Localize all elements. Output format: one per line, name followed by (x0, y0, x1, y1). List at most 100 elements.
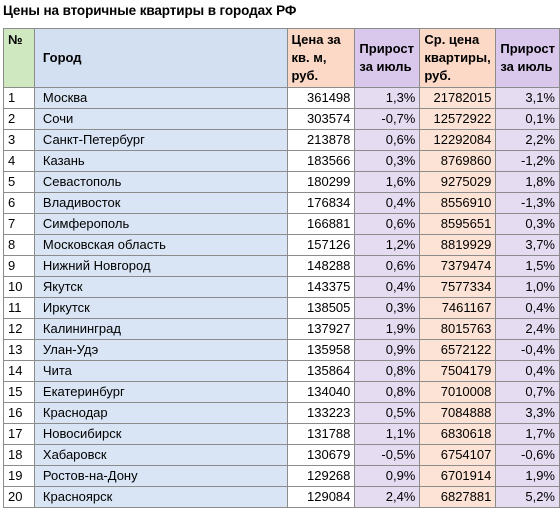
row-number: 15 (3, 381, 35, 403)
avg-price-cell: 12292084 (419, 129, 497, 151)
price-growth-cell: 2,4% (354, 486, 421, 508)
city-cell: Москва (33, 87, 288, 109)
price-per-sqm-cell: 138505 (286, 297, 356, 319)
avg-growth-cell: 1,7% (495, 423, 560, 445)
header-avg-line3: руб. (424, 68, 452, 83)
price-per-sqm-cell: 213878 (286, 129, 356, 151)
row-number: 17 (3, 423, 35, 445)
price-growth-cell: 0,4% (354, 276, 421, 298)
row-number: 18 (3, 444, 35, 466)
price-growth-cell: 0,9% (354, 465, 421, 487)
avg-price-cell: 6572122 (419, 339, 497, 361)
table-row: 5 Севастополь 180299 1,6% 9275029 1,8% (3, 171, 560, 193)
row-number: 4 (3, 150, 35, 172)
header-num-label: № (8, 32, 23, 47)
header-growth-2: Прирост за июль (495, 28, 560, 88)
header-price: Цена за кв. м, руб. (286, 28, 356, 88)
city-cell: Севастополь (33, 171, 288, 193)
city-cell: Казань (33, 150, 288, 172)
table-row: 6 Владивосток 176834 0,4% 8556910 -1,3% (3, 192, 560, 214)
avg-price-cell: 7084888 (419, 402, 497, 424)
price-per-sqm-cell: 137927 (286, 318, 356, 340)
price-growth-cell: 1,6% (354, 171, 421, 193)
avg-growth-cell: -1,3% (495, 192, 560, 214)
avg-growth-cell: 3,7% (495, 234, 560, 256)
city-cell: Улан-Удэ (33, 339, 288, 361)
row-number: 1 (3, 87, 35, 109)
price-growth-cell: 0,5% (354, 402, 421, 424)
price-per-sqm-cell: 131788 (286, 423, 356, 445)
table-row: 18 Хабаровск 130679 -0,5% 6754107 -0,6% (3, 444, 560, 466)
header-growth-line1: Прирост (359, 41, 414, 56)
avg-price-cell: 12572922 (419, 108, 497, 130)
avg-price-cell: 21782015 (419, 87, 497, 109)
header-avg-price: Ср. цена квартиры, руб. (419, 28, 497, 88)
city-cell: Краснодар (33, 402, 288, 424)
table-row: 11 Иркутск 138505 0,3% 7461167 0,4% (3, 297, 560, 319)
avg-growth-cell: 0,1% (495, 108, 560, 130)
avg-growth-cell: 5,2% (495, 486, 560, 508)
price-growth-cell: 0,3% (354, 150, 421, 172)
avg-growth-cell: 1,9% (495, 465, 560, 487)
avg-price-cell: 6827881 (419, 486, 497, 508)
city-cell: Якутск (33, 276, 288, 298)
price-growth-cell: 0,9% (354, 339, 421, 361)
avg-growth-cell: -1,2% (495, 150, 560, 172)
table-row: 2 Сочи 303574 -0,7% 12572922 0,1% (3, 108, 560, 130)
table-row: 10 Якутск 143375 0,4% 7577334 1,0% (3, 276, 560, 298)
price-growth-cell: 1,3% (354, 87, 421, 109)
avg-price-cell: 8015763 (419, 318, 497, 340)
header-price-line2: кв. м, (291, 50, 327, 65)
city-cell: Сочи (33, 108, 288, 130)
city-cell: Чита (33, 360, 288, 382)
avg-growth-cell: 0,4% (495, 297, 560, 319)
price-growth-cell: 0,8% (354, 360, 421, 382)
avg-price-cell: 8595651 (419, 213, 497, 235)
price-per-sqm-cell: 183566 (286, 150, 356, 172)
price-growth-cell: -0,5% (354, 444, 421, 466)
row-number: 8 (3, 234, 35, 256)
header-city: Город (33, 28, 288, 88)
price-per-sqm-cell: 166881 (286, 213, 356, 235)
avg-growth-cell: 0,3% (495, 213, 560, 235)
table-row: 4 Казань 183566 0,3% 8769860 -1,2% (3, 150, 560, 172)
avg-price-cell: 7010008 (419, 381, 497, 403)
price-per-sqm-cell: 130679 (286, 444, 356, 466)
price-growth-cell: 0,4% (354, 192, 421, 214)
city-cell: Санкт-Петербург (33, 129, 288, 151)
avg-price-cell: 6830618 (419, 423, 497, 445)
table-row: 17 Новосибирск 131788 1,1% 6830618 1,7% (3, 423, 560, 445)
header-growth: Прирост за июль (354, 28, 421, 88)
table-title: Цены на вторичные квартиры в городах РФ (3, 3, 297, 18)
row-number: 11 (3, 297, 35, 319)
row-number: 19 (3, 465, 35, 487)
row-number: 14 (3, 360, 35, 382)
city-cell: Иркутск (33, 297, 288, 319)
avg-growth-cell: 1,5% (495, 255, 560, 277)
row-number: 3 (3, 129, 35, 151)
row-number: 16 (3, 402, 35, 424)
table-row: 8 Московская область 157126 1,2% 8819929 3,7% (3, 234, 560, 256)
price-growth-cell: 0,6% (354, 255, 421, 277)
table-row: 14 Чита 135864 0,8% 7504179 0,4% (3, 360, 560, 382)
price-per-sqm-cell: 135864 (286, 360, 356, 382)
avg-price-cell: 7577334 (419, 276, 497, 298)
price-per-sqm-cell: 180299 (286, 171, 356, 193)
table-row: 12 Калининград 137927 1,9% 8015763 2,4% (3, 318, 560, 340)
city-cell: Ростов-на-Дону (33, 465, 288, 487)
avg-price-cell: 8556910 (419, 192, 497, 214)
table-row: 3 Санкт-Петербург 213878 0,6% 12292084 2,2% (3, 129, 560, 151)
avg-growth-cell: -0,4% (495, 339, 560, 361)
price-per-sqm-cell: 135958 (286, 339, 356, 361)
price-growth-cell: 0,8% (354, 381, 421, 403)
price-per-sqm-cell: 361498 (286, 87, 356, 109)
city-cell: Московская область (33, 234, 288, 256)
header-price-line1: Цена за (291, 32, 341, 47)
price-per-sqm-cell: 133223 (286, 402, 356, 424)
header-avg-line1: Ср. цена (424, 32, 480, 47)
prices-table: № Город Цена за кв. м, руб. Прирост за и… (3, 28, 560, 508)
city-cell: Новосибирск (33, 423, 288, 445)
price-per-sqm-cell: 129268 (286, 465, 356, 487)
header-row: № Город Цена за кв. м, руб. Прирост за и… (3, 28, 560, 88)
header-city-label: Город (42, 50, 82, 65)
